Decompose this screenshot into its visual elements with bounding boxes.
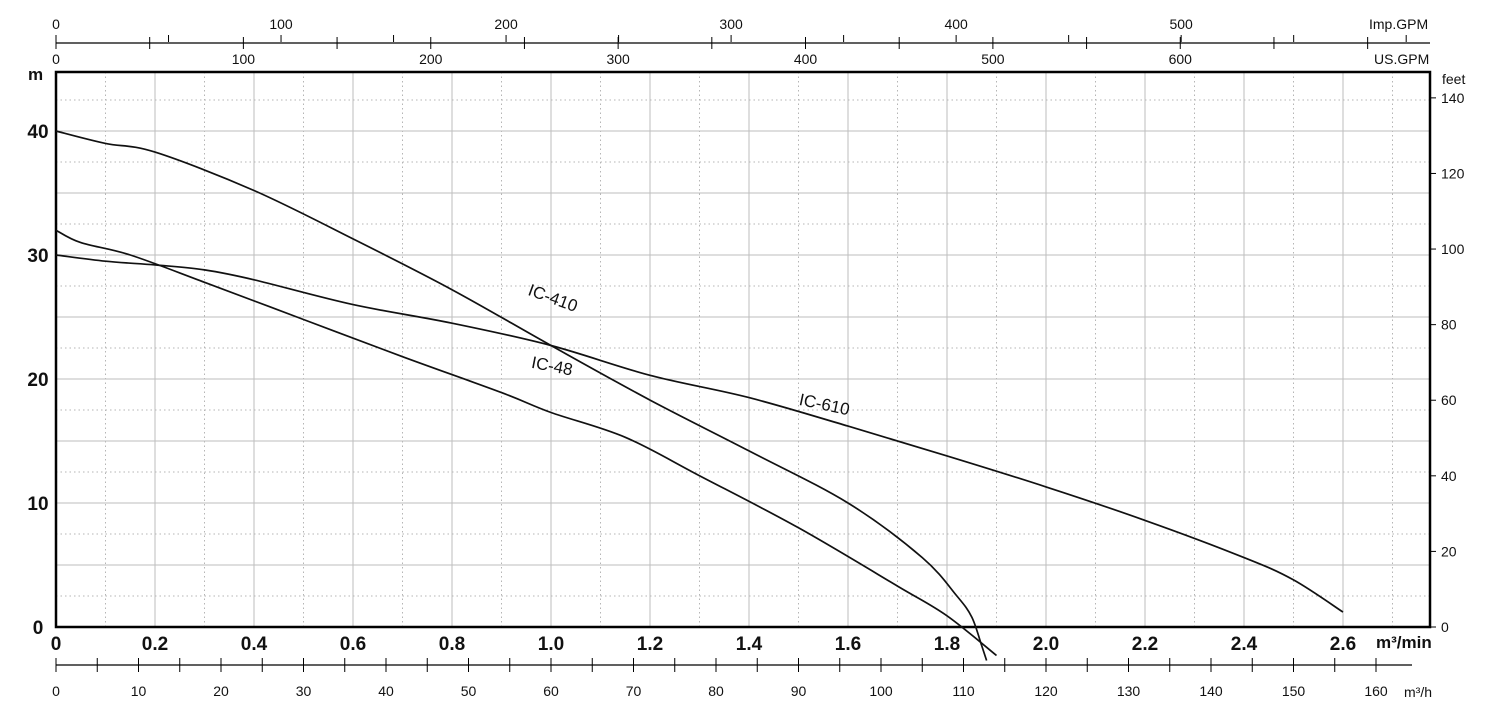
curve-ic-410 xyxy=(55,130,988,661)
feet-tick-label: 80 xyxy=(1441,317,1457,333)
curve-label-ic-410: IC-410 xyxy=(526,281,580,316)
us-gpm-tick-label: 300 xyxy=(606,51,630,67)
feet-tick-label: 140 xyxy=(1441,90,1465,106)
x-tick-label: 1.8 xyxy=(934,634,960,655)
us-gpm-axis-label: US.GPM xyxy=(1374,51,1429,67)
m3h-tick-label: 130 xyxy=(1117,683,1141,699)
feet-tick-label: 120 xyxy=(1441,165,1465,181)
y-tick-label: 10 xyxy=(27,494,48,515)
feet-tick-label: 60 xyxy=(1441,392,1457,408)
m3h-tick-label: 110 xyxy=(952,683,975,699)
x-tick-label: 2.0 xyxy=(1033,634,1059,655)
m3h-tick-label: 120 xyxy=(1034,683,1058,699)
imp-gpm-tick-label: 100 xyxy=(269,16,293,32)
m3h-tick-label: 150 xyxy=(1282,683,1306,699)
x-tick-label: 1.4 xyxy=(736,634,763,655)
x-tick-label: 0.2 xyxy=(142,634,168,655)
m3h-tick-label: 10 xyxy=(131,683,147,699)
x-tick-label: 1.0 xyxy=(538,634,564,655)
us-gpm-tick-label: 200 xyxy=(419,51,443,67)
m3h-tick-label: 140 xyxy=(1199,683,1223,699)
curve-label-ic-48: IC-48 xyxy=(530,353,574,380)
y-tick-label: 20 xyxy=(27,370,48,391)
feet-tick-label: 100 xyxy=(1441,241,1465,257)
y-axis-label: m xyxy=(28,65,43,84)
grid xyxy=(56,72,1430,627)
m3h-tick-label: 50 xyxy=(461,683,477,699)
m3h-tick-label: 70 xyxy=(626,683,642,699)
imp-gpm-tick-label: 200 xyxy=(494,16,518,32)
m3h-tick-label: 80 xyxy=(708,683,724,699)
x-tick-label: 1.2 xyxy=(637,634,663,655)
us-gpm-tick-label: 0 xyxy=(52,51,60,67)
x-tick-label: 0.8 xyxy=(439,634,465,655)
x-tick-label: 0.6 xyxy=(340,634,366,655)
x-axis-label: m³/min xyxy=(1376,633,1432,652)
y-tick-label: 40 xyxy=(27,122,48,143)
m3h-axis-label: m³/h xyxy=(1404,684,1432,700)
imp-gpm-tick-label: 0 xyxy=(52,16,60,32)
imp-gpm-axis-label: Imp.GPM xyxy=(1369,16,1428,32)
m3h-tick-label: 60 xyxy=(543,683,559,699)
us-gpm-tick-label: 500 xyxy=(981,51,1005,67)
y-tick-label: 0 xyxy=(33,618,44,639)
m3h-tick-label: 100 xyxy=(869,683,893,699)
feet-axis-label: feet xyxy=(1442,71,1465,87)
m3h-tick-label: 40 xyxy=(378,683,394,699)
m3h-tick-label: 30 xyxy=(296,683,312,699)
x-tick-label: 1.6 xyxy=(835,634,861,655)
feet-tick-label: 0 xyxy=(1441,619,1449,635)
y-tick-label: 30 xyxy=(27,246,48,267)
x-tick-label: 0 xyxy=(51,634,62,655)
curve-ic-610 xyxy=(55,254,1344,613)
us-gpm-tick-label: 100 xyxy=(232,51,256,67)
feet-tick-label: 40 xyxy=(1441,468,1457,484)
imp-gpm-tick-label: 400 xyxy=(944,16,968,32)
feet-tick-label: 20 xyxy=(1441,543,1457,559)
m3h-tick-label: 90 xyxy=(791,683,807,699)
m3h-tick-label: 20 xyxy=(213,683,229,699)
us-gpm-tick-label: 600 xyxy=(1169,51,1193,67)
x-tick-label: 2.2 xyxy=(1132,634,1158,655)
us-gpm-tick-label: 400 xyxy=(794,51,818,67)
m3h-tick-label: 0 xyxy=(52,683,60,699)
x-tick-label: 2.6 xyxy=(1330,634,1356,655)
curve-label-ic-610: IC-610 xyxy=(797,390,851,419)
plot-frame xyxy=(54,70,1432,629)
x-tick-label: 2.4 xyxy=(1231,634,1258,655)
m3h-tick-label: 160 xyxy=(1364,683,1388,699)
imp-gpm-tick-label: 300 xyxy=(719,16,743,32)
x-tick-label: 0.4 xyxy=(241,634,268,655)
imp-gpm-tick-label: 500 xyxy=(1169,16,1193,32)
